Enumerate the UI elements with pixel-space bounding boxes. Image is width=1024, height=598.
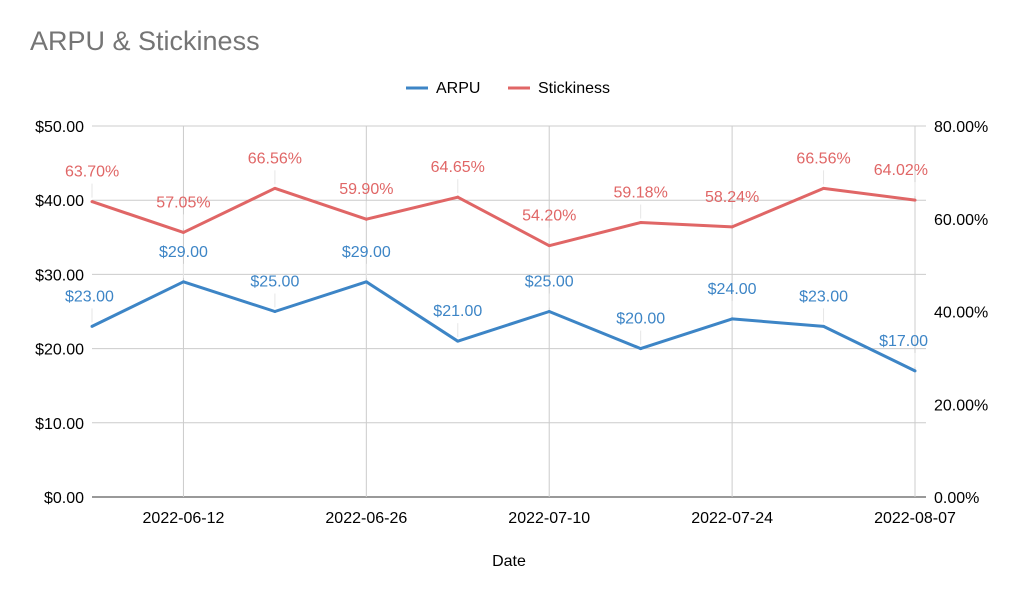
data-labels: $23.00 $29.00 $25.00 $29.00 $21.00 $25.00 $20.… — [65, 150, 928, 367]
y-tick-label: $30.00 — [35, 267, 84, 284]
data-point — [547, 244, 551, 248]
data-label: $20.00 — [616, 311, 665, 328]
series-line-arpu — [91, 280, 916, 373]
data-point — [730, 225, 734, 229]
data-point — [456, 339, 460, 343]
chart-title: ARPU & Stickiness — [30, 26, 260, 56]
series-line-stickiness — [91, 186, 916, 248]
data-label: $29.00 — [342, 244, 391, 261]
data-label: $21.00 — [433, 303, 482, 320]
y2-tick-label: 40.00% — [934, 305, 988, 322]
data-label: $17.00 — [879, 333, 928, 350]
data-label: 57.05% — [156, 194, 210, 211]
data-point — [364, 217, 368, 221]
data-point — [639, 221, 643, 225]
data-point — [456, 195, 460, 199]
data-label: 66.56% — [796, 150, 850, 167]
data-point — [181, 280, 185, 284]
data-point — [822, 186, 826, 190]
data-label: 58.24% — [705, 189, 759, 206]
data-point — [913, 369, 917, 373]
data-point — [181, 230, 185, 234]
data-point — [273, 310, 277, 313]
data-point — [730, 317, 734, 321]
data-point — [273, 186, 277, 190]
y2-tick-label: 60.00% — [934, 212, 988, 229]
data-label: $25.00 — [525, 274, 574, 291]
data-point — [90, 324, 94, 328]
y2-tick-label: 0.00% — [934, 490, 979, 507]
x-tick-label: 2022-07-10 — [508, 510, 590, 527]
data-point — [822, 324, 826, 328]
legend-label: Stickiness — [538, 80, 610, 97]
x-axis-title: Date — [492, 553, 526, 570]
data-label: $24.00 — [708, 281, 757, 298]
data-label: $25.00 — [250, 274, 299, 291]
x-tick-label: 2022-08-07 — [874, 510, 956, 527]
data-label: $23.00 — [799, 288, 848, 305]
y2-tick-label: 80.00% — [934, 119, 988, 136]
series-layer — [90, 186, 917, 373]
data-point — [913, 198, 917, 202]
gridlines — [92, 125, 926, 498]
data-label: 54.20% — [522, 208, 576, 225]
y-tick-label: $20.00 — [35, 342, 84, 359]
data-point — [547, 310, 551, 313]
data-label: 64.65% — [431, 159, 485, 176]
y-tick-label: $40.00 — [35, 193, 84, 210]
y-tick-label: $10.00 — [35, 416, 84, 433]
y-tick-label: $50.00 — [35, 119, 84, 136]
x-tick-label: 2022-06-12 — [143, 510, 225, 527]
data-label: 63.70% — [65, 164, 119, 181]
data-label: $29.00 — [159, 244, 208, 261]
y-tick-label: $0.00 — [44, 490, 84, 507]
y2-tick-label: 20.00% — [934, 397, 988, 414]
x-tick-label: 2022-07-24 — [691, 510, 773, 527]
data-label: 66.56% — [248, 150, 302, 167]
data-point — [639, 347, 643, 351]
data-label: $23.00 — [65, 288, 114, 305]
legend: ARPU Stickiness — [406, 80, 610, 97]
x-tick-label: 2022-06-26 — [325, 510, 407, 527]
data-label: 59.90% — [339, 181, 393, 198]
data-point — [364, 280, 368, 284]
data-label: 59.18% — [614, 185, 668, 202]
axes: $0.00 $10.00 $20.00 $30.00 $40.00 $50.00 0.00%… — [35, 119, 988, 527]
data-label: 64.02% — [874, 162, 928, 179]
data-point — [90, 200, 94, 204]
legend-label: ARPU — [436, 80, 480, 97]
